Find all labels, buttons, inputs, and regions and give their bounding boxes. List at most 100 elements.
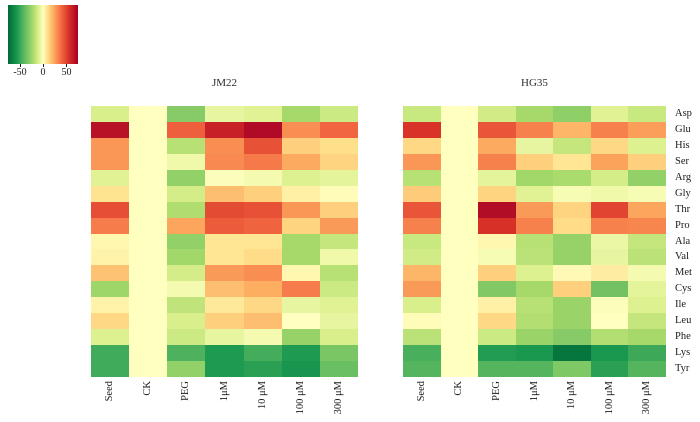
heatmap-cell [440,297,479,314]
heatmap-cell [91,233,130,250]
heatmap-cell [91,329,130,346]
heatmap-cell [243,137,282,154]
heatmap-cell [590,281,629,298]
heatmap-cell [319,329,358,346]
heatmap-cell [515,361,554,377]
row-label: Gly [675,187,691,199]
row-label: Arg [675,171,692,183]
heatmap-cell [319,313,358,330]
heatmap-cell [91,249,130,266]
heatmap-cell [281,169,320,186]
heatmap-cell [281,313,320,330]
heatmap-cell [243,217,282,234]
heatmap-cell [281,121,320,138]
row-label: Glu [675,123,691,135]
heatmap-cell [403,361,441,377]
row-label: Pro [675,219,690,231]
column-labels-jm22: Seed CK PEG 1μM 10 μM 100 μM 300 μM [91,381,358,422]
heatmap-cell [515,121,554,138]
heatmap-cell [553,106,591,122]
heatmap-cell [91,169,130,186]
heatmap-cell [590,361,629,377]
heatmap-cell [590,137,629,154]
heatmap-cell [478,345,516,362]
heatmap-cell [440,281,479,298]
heatmap-cell [319,281,358,298]
heatmap-cell [243,106,282,122]
heatmap-cell [478,233,516,250]
heatmap-cell [319,201,358,218]
heatmap-cell [319,361,358,377]
column-label: 100 μM [294,381,306,415]
heatmap-cell [319,265,358,282]
heatmap-cell [243,281,282,298]
heatmap-cell [129,329,168,346]
heatmap-cell [129,137,168,154]
heatmap-cell [440,185,479,202]
heatmap-cell [91,281,130,298]
heatmap-cell [590,329,629,346]
heatmap-cell [403,201,441,218]
row-label: Tyr [675,363,690,375]
heatmap-cell [553,345,591,362]
heatmap-cell [403,249,441,266]
heatmap-cell [628,153,666,170]
heatmap-cell [243,329,282,346]
heatmap-cell [403,297,441,314]
heatmap-cell [205,281,244,298]
heatmap-cell [403,313,441,330]
heatmap-cell [129,297,168,314]
heatmap-cell [553,281,591,298]
legend-tick-mark [19,64,21,67]
heatmap-cell [628,185,666,202]
heatmap-panel-hg35 [403,106,666,377]
heatmap-cell [403,106,441,122]
heatmap-cell [129,201,168,218]
heatmap-cell [553,185,591,202]
heatmap-cell [478,106,516,122]
heatmap-cell [553,137,591,154]
heatmap-cell [590,217,629,234]
heatmap-panel-jm22 [91,106,358,377]
heatmap-cell [628,297,666,314]
heatmap-cell [129,313,168,330]
heatmap-cell [91,361,130,377]
heatmap-cell [281,249,320,266]
row-label: Ala [675,235,691,247]
column-label: 10 μM [566,381,578,410]
heatmap-cell [281,137,320,154]
heatmap-cell [243,313,282,330]
heatmap-cell [319,106,358,122]
heatmap-cell [243,201,282,218]
row-label: Ile [675,299,687,311]
heatmap-cell [515,201,554,218]
heatmap-cell [281,201,320,218]
heatmap-cell [440,265,479,282]
heatmap-cell [440,249,479,266]
heatmap-cell [553,153,591,170]
heatmap-cell [478,169,516,186]
heatmap-cell [628,121,666,138]
heatmap-cell [129,185,168,202]
heatmap-cell [91,345,130,362]
column-label: 300 μM [332,381,344,415]
heatmap-cell [440,361,479,377]
heatmap-cell [319,345,358,362]
heatmap-cell [515,169,554,186]
heatmap-cell [403,137,441,154]
heatmap-cell [478,121,516,138]
heatmap-cell [440,345,479,362]
heatmap-cell [167,265,206,282]
column-label: 10 μM [256,381,268,410]
heatmap-cell [319,153,358,170]
heatmap-cell [515,329,554,346]
column-label: CK [453,381,465,396]
heatmap-cell [628,329,666,346]
heatmap-cell [243,121,282,138]
heatmap-cell [590,345,629,362]
heatmap-cell [129,265,168,282]
heatmap-cell [91,201,130,218]
heatmap-cell [91,106,130,122]
heatmap-cell [205,121,244,138]
heatmap-cell [553,121,591,138]
